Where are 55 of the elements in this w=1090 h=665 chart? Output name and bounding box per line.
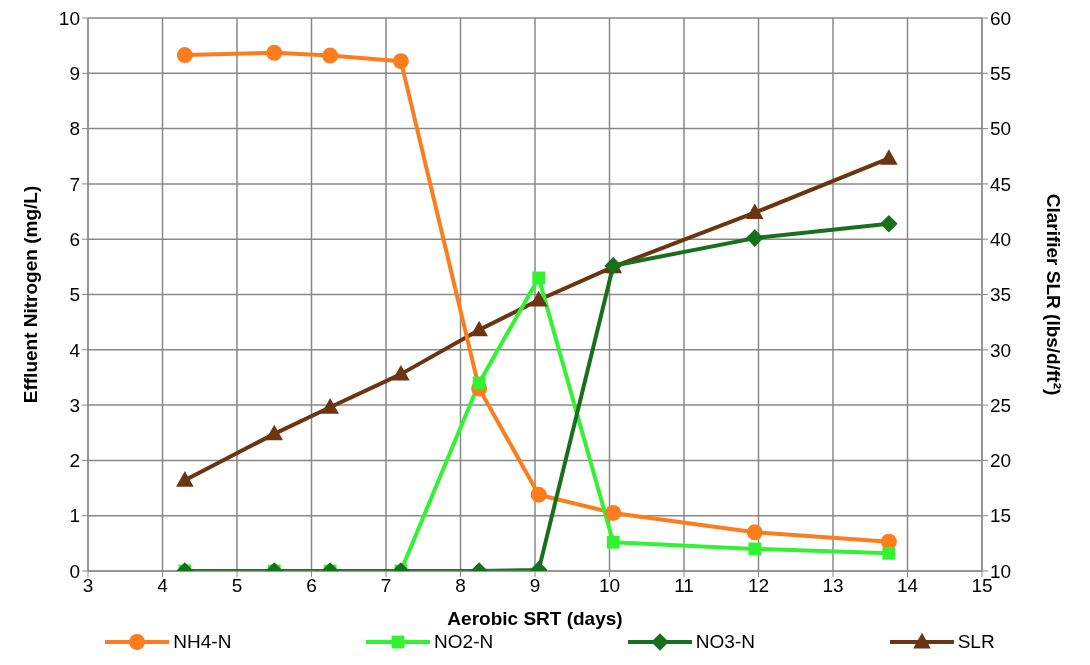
- x-tick-label: 14: [896, 575, 919, 597]
- y-tick-label: 4: [69, 339, 81, 361]
- point: [745, 229, 764, 247]
- y-tick-label: 2: [69, 450, 80, 472]
- point: [529, 290, 548, 307]
- x-tick-label: 6: [306, 575, 317, 597]
- y-tick-label: 9: [69, 63, 80, 85]
- x-tick-label: 4: [157, 575, 169, 597]
- point: [176, 471, 194, 487]
- x-tick-label: 10: [598, 575, 621, 597]
- point: [322, 47, 339, 64]
- x-tick-label: 9: [529, 575, 541, 597]
- y-tick-label: 8: [69, 118, 80, 140]
- y-tick-label: 7: [69, 173, 80, 195]
- y2-tick-label: 15: [990, 505, 1012, 527]
- x-tick-label: 5: [231, 575, 243, 597]
- y-tick-label: 1: [69, 505, 80, 527]
- point: [880, 149, 898, 165]
- point: [745, 203, 764, 220]
- y-tick-label: 3: [69, 394, 80, 416]
- x-axis-title: Aerobic SRT (days): [447, 608, 623, 629]
- legend-label: NH4-N: [173, 631, 232, 653]
- legend-label: NO2-N: [434, 631, 494, 653]
- y2-tick-label: 45: [990, 173, 1012, 195]
- legend-label: SLR: [957, 631, 995, 653]
- y2-tick-label: 10: [990, 560, 1012, 582]
- y2-tick-label: 60: [990, 7, 1012, 29]
- y-tick-label: 6: [69, 228, 80, 250]
- x-tick-label: 12: [747, 575, 770, 597]
- y2-tick-label: 25: [990, 394, 1012, 416]
- point: [880, 214, 898, 233]
- y2-tick-label: 30: [990, 339, 1012, 361]
- x-tick-label: 7: [380, 575, 392, 597]
- y2-tick-label: 20: [990, 450, 1012, 472]
- y2-tick-label: 55: [990, 63, 1012, 85]
- point: [266, 44, 283, 61]
- legend-label: NO3-N: [695, 631, 755, 653]
- y2-axis-title: Clarifier SLR (lbs/d/ft²): [1043, 193, 1065, 396]
- x-tick-label: 13: [822, 575, 844, 597]
- point: [265, 424, 284, 441]
- y2-tick-label: 40: [990, 228, 1012, 250]
- point: [470, 320, 488, 337]
- y-tick-label: 0: [69, 560, 80, 582]
- x-tick-label: 8: [455, 575, 466, 597]
- point: [392, 364, 410, 381]
- y-tick-label: 10: [58, 7, 80, 29]
- y-tick-label: 5: [69, 284, 80, 306]
- point: [392, 53, 409, 70]
- x-tick-label: 11: [674, 575, 694, 597]
- y2-tick-label: 50: [990, 118, 1012, 140]
- y-axis-title: Effluent Nitrogen (mg/L): [19, 185, 41, 404]
- y2-tick-label: 35: [990, 284, 1012, 306]
- point: [321, 398, 339, 414]
- point: [176, 47, 193, 64]
- point: [532, 271, 546, 285]
